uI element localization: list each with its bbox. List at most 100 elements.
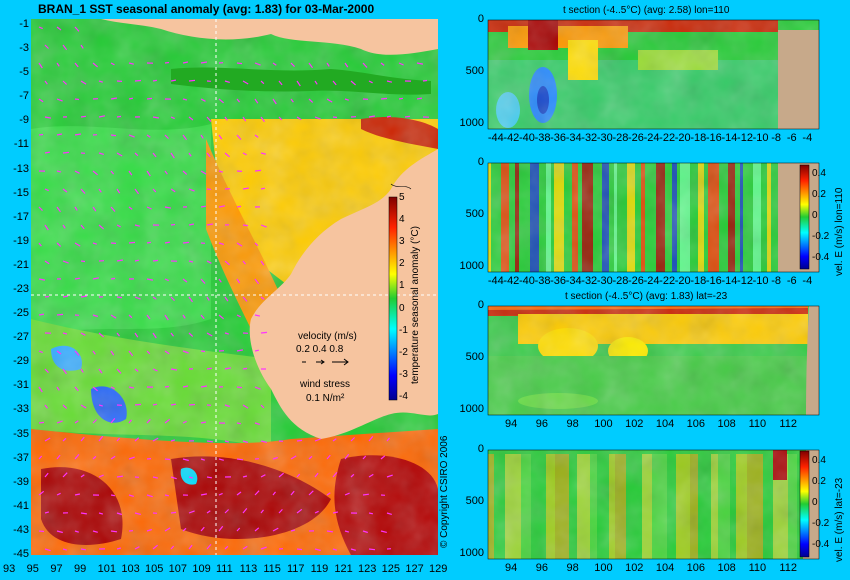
velocity-arrow — [254, 314, 261, 317]
t-section-lat-plot — [487, 305, 820, 416]
panel4-x-tick: 94 — [504, 562, 518, 574]
map-x-tick: 115 — [263, 563, 281, 575]
velocity-arrow — [146, 278, 154, 281]
panel4-x-tick: 98 — [566, 562, 579, 574]
velocity-arrow — [242, 508, 248, 514]
velocity-arrow — [260, 474, 266, 478]
velocity-arrow — [80, 295, 88, 298]
panel1-x-tick: -20 — [674, 132, 691, 144]
velocity-arrow — [260, 187, 266, 190]
map-x-tick: 111 — [216, 563, 233, 575]
velocity-arrow — [44, 188, 49, 192]
velocity-arrow — [206, 544, 212, 550]
velocity-arrow — [386, 437, 390, 442]
velocity-arrow — [260, 440, 267, 443]
velocity-arrow — [80, 260, 86, 263]
panel2-colorbar-tick: -0.4 — [812, 251, 830, 263]
velocity-arrow — [164, 527, 171, 532]
velocity-arrow — [116, 547, 122, 550]
velocity-arrow — [56, 98, 63, 102]
velocity-arrow — [170, 223, 176, 226]
velocity-arrow — [422, 79, 428, 82]
velocity-arrow — [80, 115, 86, 118]
velocity-arrow — [200, 134, 204, 139]
velocity-arrow — [182, 314, 186, 319]
panel2-x-tick: -32 — [581, 275, 598, 287]
panel3-x-tick: 106 — [686, 418, 706, 430]
map-x-tick: 123 — [358, 563, 377, 575]
velocity-arrow — [74, 62, 79, 68]
velocity-arrow — [296, 508, 303, 514]
panel3-y-tick: 0 — [477, 299, 484, 311]
velocity-arrow — [290, 62, 295, 68]
panel3-x-tick: 102 — [625, 418, 644, 430]
velocity-arrow — [116, 368, 122, 374]
velocity-arrow — [110, 206, 116, 212]
velocity-arrow — [44, 224, 49, 231]
velocity-arrow — [236, 422, 242, 425]
velocity-arrow — [188, 403, 196, 406]
velocity-arrow — [92, 314, 98, 318]
panel2-x-tick: -22 — [659, 275, 676, 287]
velocity-arrow — [314, 438, 321, 442]
map-colorbar — [388, 196, 398, 401]
panel2-x-tick: -36 — [550, 275, 567, 287]
panel1-title: t section (-4..5°C) (avg: 2.58) lon=110 — [563, 5, 730, 16]
velocity-arrow — [182, 278, 188, 283]
velocity-arrow — [164, 314, 169, 321]
velocity-arrow — [218, 314, 224, 320]
panel1-x-tick: -4 — [802, 132, 813, 144]
velocity-arrow — [314, 116, 321, 120]
panel2-x-tick: -6 — [786, 275, 797, 287]
velocity-arrow — [134, 512, 141, 515]
velocity-arrow — [110, 494, 116, 497]
panel2-y-tick: 1000 — [459, 259, 484, 272]
velocity-arrow — [110, 170, 115, 175]
velocity-arrow — [218, 525, 224, 532]
velocity-arrow — [326, 98, 333, 103]
velocity-arrow — [62, 260, 69, 264]
panel4-x-tick: 106 — [686, 562, 706, 574]
map-colorbar-tick: -3 — [399, 368, 408, 380]
panel4-y-tick: 0 — [477, 443, 484, 455]
velocity-arrow — [146, 206, 152, 210]
panel2-x-tick: -30 — [596, 275, 613, 287]
velocity-arrow — [188, 332, 194, 337]
panel2-x-tick: -12 — [737, 275, 753, 287]
map-colorbar-tick: 5 — [399, 192, 405, 203]
velocity-arrow — [80, 44, 84, 49]
panel4-colorbar — [799, 450, 810, 558]
velocity-arrow — [110, 418, 116, 424]
velocity-arrow — [398, 97, 404, 100]
velocity-arrow — [290, 490, 295, 496]
velocity-arrow — [38, 62, 43, 69]
panel2-colorbar-tick: 0.2 — [812, 189, 826, 201]
velocity-arrow — [260, 152, 267, 155]
velocity-arrow — [200, 526, 205, 532]
velocity-arrow — [56, 26, 62, 31]
panel2-x-tick: -38 — [534, 275, 551, 287]
velocity-arrow — [398, 62, 404, 66]
velocity-arrow — [170, 403, 177, 406]
velocity-arrow — [146, 241, 152, 244]
velocity-arrow — [98, 404, 103, 407]
velocity-arrow — [332, 472, 338, 478]
velocity-arrow — [182, 527, 187, 532]
sst-map — [31, 19, 438, 555]
velocity-arrow — [146, 134, 151, 138]
vel-lat-plot — [487, 449, 820, 560]
wind-legend-label: wind stress — [300, 379, 351, 390]
velocity-arrow — [206, 332, 213, 337]
velocity-arrow — [380, 530, 387, 533]
velocity-arrow — [62, 295, 69, 298]
velocity-arrow — [278, 472, 284, 478]
map-x-tick: 113 — [239, 563, 258, 575]
panel3-x-tick: 110 — [748, 418, 767, 430]
velocity-arrow — [128, 62, 134, 65]
velocity-arrow — [56, 62, 60, 67]
map-colorbar-label: temperature seasonal anomaly (°C) — [410, 226, 421, 384]
velocity-arrow — [110, 62, 115, 66]
velocity-arrow — [350, 437, 356, 442]
velocity-legend-arrows — [302, 358, 349, 366]
velocity-arrow — [224, 80, 230, 83]
